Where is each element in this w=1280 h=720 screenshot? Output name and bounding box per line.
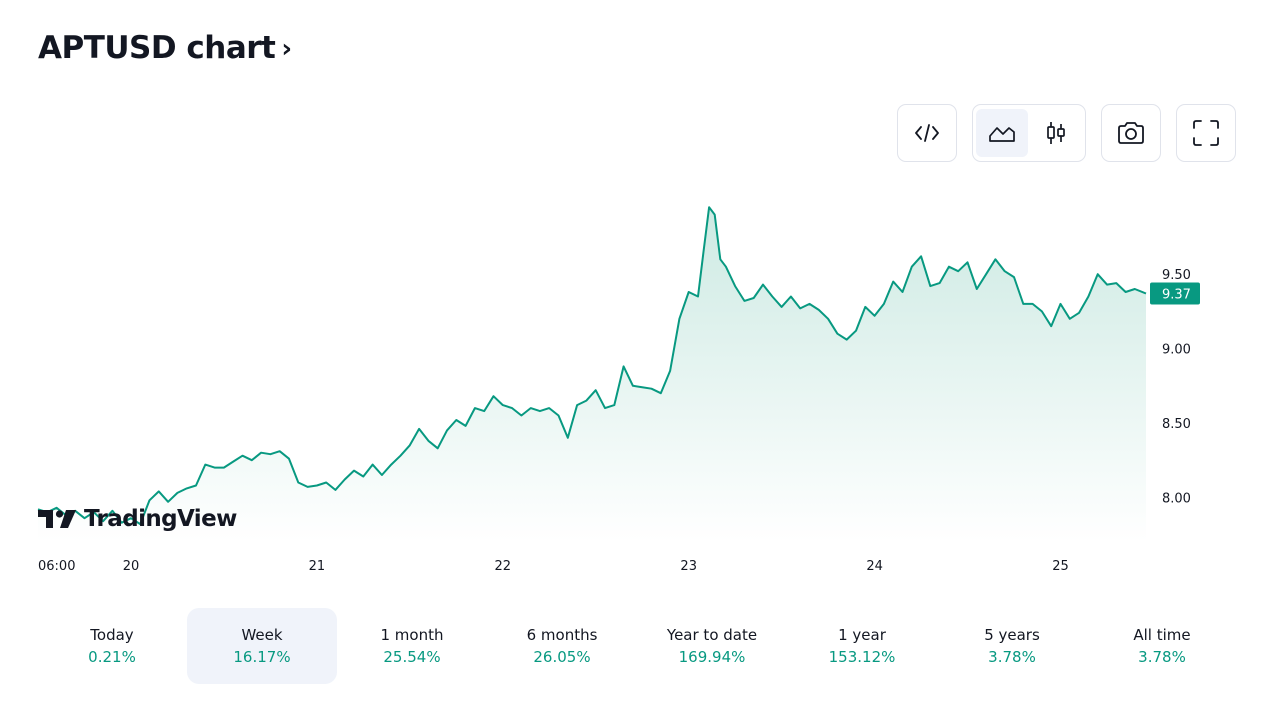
period-change: 153.12% — [828, 648, 896, 666]
period-change: 169.94% — [678, 648, 746, 666]
period-tab[interactable]: Week 16.17% — [187, 608, 337, 684]
x-tick-label: 22 — [495, 559, 512, 574]
y-tick-label: 9.00 — [1162, 343, 1191, 358]
embed-code-button[interactable] — [897, 104, 957, 162]
plot-area — [37, 206, 1147, 542]
logo-text: TradingView — [84, 506, 237, 532]
period-label: 1 month — [380, 626, 444, 644]
period-change: 3.78% — [988, 648, 1036, 666]
period-tab[interactable]: Today 0.21% — [37, 608, 187, 684]
period-label: 1 year — [838, 626, 886, 644]
x-tick-label: 25 — [1052, 559, 1069, 574]
camera-icon — [1118, 122, 1144, 144]
y-tick-label: 8.00 — [1162, 491, 1191, 506]
y-axis: 8.00 8.50 9.00 9.50 9.37 — [1150, 268, 1200, 506]
x-axis: 06:00 20 21 22 23 24 25 — [38, 559, 1069, 574]
title-text: APTUSD chart — [38, 30, 276, 66]
period-label: 5 years — [984, 626, 1040, 644]
period-label: 6 months — [526, 626, 598, 644]
x-tick-label: 24 — [866, 559, 883, 574]
x-tick-label: 21 — [309, 559, 326, 574]
period-tab[interactable]: Year to date 169.94% — [637, 608, 787, 684]
period-label: Week — [241, 626, 283, 644]
tradingview-logo-icon — [38, 510, 76, 528]
price-line — [37, 206, 1147, 526]
period-tab[interactable]: 1 month 25.54% — [337, 608, 487, 684]
period-tab[interactable]: 6 months 26.05% — [487, 608, 637, 684]
period-change: 26.05% — [533, 648, 591, 666]
candlestick-chart-button[interactable] — [1030, 109, 1082, 157]
last-price-label: 9.37 — [1162, 288, 1191, 303]
period-change: 25.54% — [383, 648, 441, 666]
last-price-tag — [1150, 282, 1200, 305]
chevron-right-icon: › — [281, 34, 292, 64]
period-change: 3.78% — [1138, 648, 1186, 666]
snapshot-button[interactable] — [1101, 104, 1161, 162]
area-chart-icon — [989, 127, 1015, 142]
period-selector: Today 0.21% Week 16.17% 1 month 25.54% 6 month… — [37, 608, 1243, 684]
x-tick-label: 23 — [680, 559, 697, 574]
tradingview-logo[interactable]: TradingView — [38, 506, 237, 532]
period-tab[interactable]: All time 3.78% — [1087, 608, 1237, 684]
period-change: 0.21% — [88, 648, 136, 666]
period-tab[interactable]: 5 years 3.78% — [937, 608, 1087, 684]
period-label: All time — [1133, 626, 1191, 644]
code-icon — [915, 124, 939, 142]
period-label: Year to date — [666, 626, 758, 644]
area-fill — [38, 207, 1146, 542]
period-change: 16.17% — [233, 648, 291, 666]
price-chart[interactable]: 8.00 8.50 9.00 9.50 9.37 06:00 20 21 22 23 24 25 — [0, 170, 1280, 590]
page-title[interactable]: APTUSD chart › — [38, 30, 292, 66]
x-tick-label: 20 — [123, 559, 140, 574]
x-tick-label: 06:00 — [38, 559, 75, 574]
y-tick-label: 8.50 — [1162, 417, 1191, 432]
period-label: Today — [90, 626, 134, 644]
area-chart-button[interactable] — [976, 109, 1028, 157]
fullscreen-button[interactable] — [1176, 104, 1236, 162]
y-tick-label: 9.50 — [1162, 268, 1191, 283]
chart-type-toggle — [972, 104, 1086, 162]
period-tab[interactable]: 1 year 153.12% — [787, 608, 937, 684]
candlestick-icon — [1047, 122, 1065, 144]
fullscreen-icon — [1193, 120, 1219, 146]
